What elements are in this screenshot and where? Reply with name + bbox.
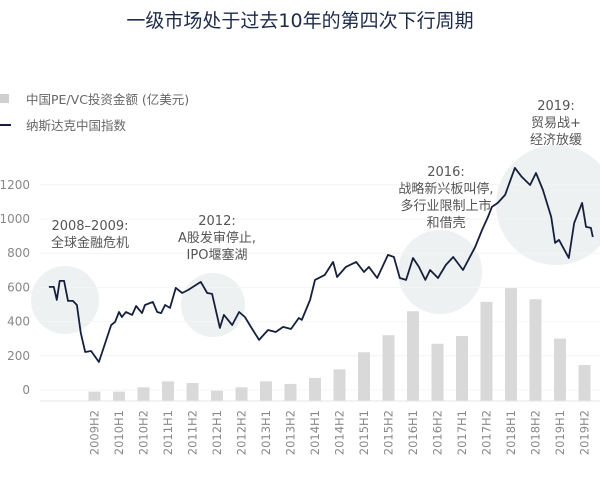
line-series-nasdaq-china <box>48 167 594 363</box>
x-tick-label: 2009H2 <box>88 410 102 455</box>
y-tick-label: 200 <box>7 349 30 363</box>
annotation-line: 全球金融危机 <box>51 235 129 251</box>
bar-2015H1 <box>358 352 370 401</box>
bar-2018H2 <box>529 299 542 401</box>
x-tick-label: 2010H1 <box>112 410 126 455</box>
annotation: 2019: 贸易战+ 经济放缓 <box>530 99 582 148</box>
bar-2012H2 <box>235 387 248 401</box>
annotation-line: 2019: <box>537 99 574 114</box>
highlight-circle <box>31 266 99 334</box>
annotation-line: 贸易战+ <box>531 116 581 131</box>
bar-2012H1 <box>211 390 223 401</box>
y-tick-label: 1000 <box>0 212 30 226</box>
x-tick-label: 2012H2 <box>235 410 249 455</box>
annotation-line: 经济放缓 <box>530 133 582 148</box>
annotation-line: A股发审停止, <box>178 230 256 246</box>
legend-bar-label: 中国PE/VC投资金额 (亿美元) <box>26 92 189 107</box>
annotation-line: 和借壳 <box>426 216 465 231</box>
y-tick-label: 1200 <box>0 178 30 192</box>
x-tick-label: 2018H2 <box>529 410 543 455</box>
bar-2019H2 <box>578 365 591 401</box>
annotation-line: 2016: <box>427 165 464 180</box>
x-tick-label: 2013H1 <box>259 410 273 455</box>
chart-title: 一级市场处于过去10年的第四次下行周期 <box>126 10 473 32</box>
bar-2014H2 <box>333 369 346 401</box>
annotation-line: 战略新兴板叫停, <box>398 181 493 197</box>
x-tick-label: 2016H2 <box>431 410 445 455</box>
bar-series <box>88 288 591 401</box>
y-axis: 0 200 400 600 800 1000 1200 <box>0 178 30 397</box>
annotation-line: IPO堰塞湖 <box>187 247 248 263</box>
y-tick-label: 0 <box>22 383 30 397</box>
legend-line-label: 纳斯达克中国指数 <box>26 118 127 133</box>
y-tick-label: 600 <box>7 280 30 294</box>
x-tick-label: 2011H1 <box>161 410 175 455</box>
bar-2011H1 <box>162 381 174 401</box>
x-tick-label: 2017H1 <box>455 410 469 455</box>
highlight-circle <box>398 230 482 314</box>
x-tick-label: 2015H2 <box>382 410 396 455</box>
legend-bar-swatch <box>0 94 9 103</box>
y-tick-label: 800 <box>7 246 30 260</box>
x-axis: 2009H2 2010H1 2010H2 2011H1 2011H2 2012H1 2012… <box>88 410 592 455</box>
bar-2014H1 <box>309 377 321 401</box>
annotation: 2008–2009:全球金融危机 <box>51 219 129 251</box>
bar-2013H2 <box>284 383 297 401</box>
bar-2010H1 <box>113 391 125 401</box>
x-tick-label: 2013H2 <box>284 410 298 455</box>
x-tick-label: 2015H1 <box>357 410 371 455</box>
annotation-line: 2008–2009: <box>51 219 128 234</box>
x-tick-label: 2017H2 <box>480 410 494 455</box>
x-tick-label: 2019H2 <box>578 410 592 455</box>
y-tick-label: 400 <box>7 315 30 329</box>
bar-2010H2 <box>137 387 150 401</box>
bar-2017H2 <box>480 301 493 401</box>
x-tick-label: 2014H1 <box>308 410 322 455</box>
bar-2009H2 <box>88 391 101 401</box>
x-tick-label: 2014H2 <box>333 410 347 455</box>
bar-2011H2 <box>186 383 199 401</box>
bar-2016H2 <box>431 343 444 401</box>
annotation: 2012:A股发审停止,IPO堰塞湖 <box>178 214 256 263</box>
annotation-line: 多行业限制上市 <box>400 198 491 214</box>
x-tick-label: 2010H2 <box>137 410 151 455</box>
x-tick-label: 2011H2 <box>186 410 200 455</box>
legend-line-swatch <box>0 124 11 126</box>
bar-2019H1 <box>554 338 566 401</box>
annotations: 2008–2009:全球金融危机 2012:A股发审停止,IPO堰塞湖 2016:战… <box>51 99 582 263</box>
x-tick-label: 2019H1 <box>553 410 567 455</box>
bar-2017H1 <box>456 336 468 401</box>
x-tick-label: 2012H1 <box>210 410 224 455</box>
annotation-line: 2012: <box>198 214 235 229</box>
x-tick-label: 2016H1 <box>406 410 420 455</box>
bar-2016H1 <box>407 311 419 401</box>
bar-2018H1 <box>505 288 517 401</box>
legend: 中国PE/VC投资金额 (亿美元) 纳斯达克中国指数 <box>0 92 189 133</box>
bar-2015H2 <box>382 335 395 401</box>
bar-2013H1 <box>260 381 272 401</box>
highlight-circle <box>181 273 245 337</box>
x-tick-label: 2018H1 <box>504 410 518 455</box>
